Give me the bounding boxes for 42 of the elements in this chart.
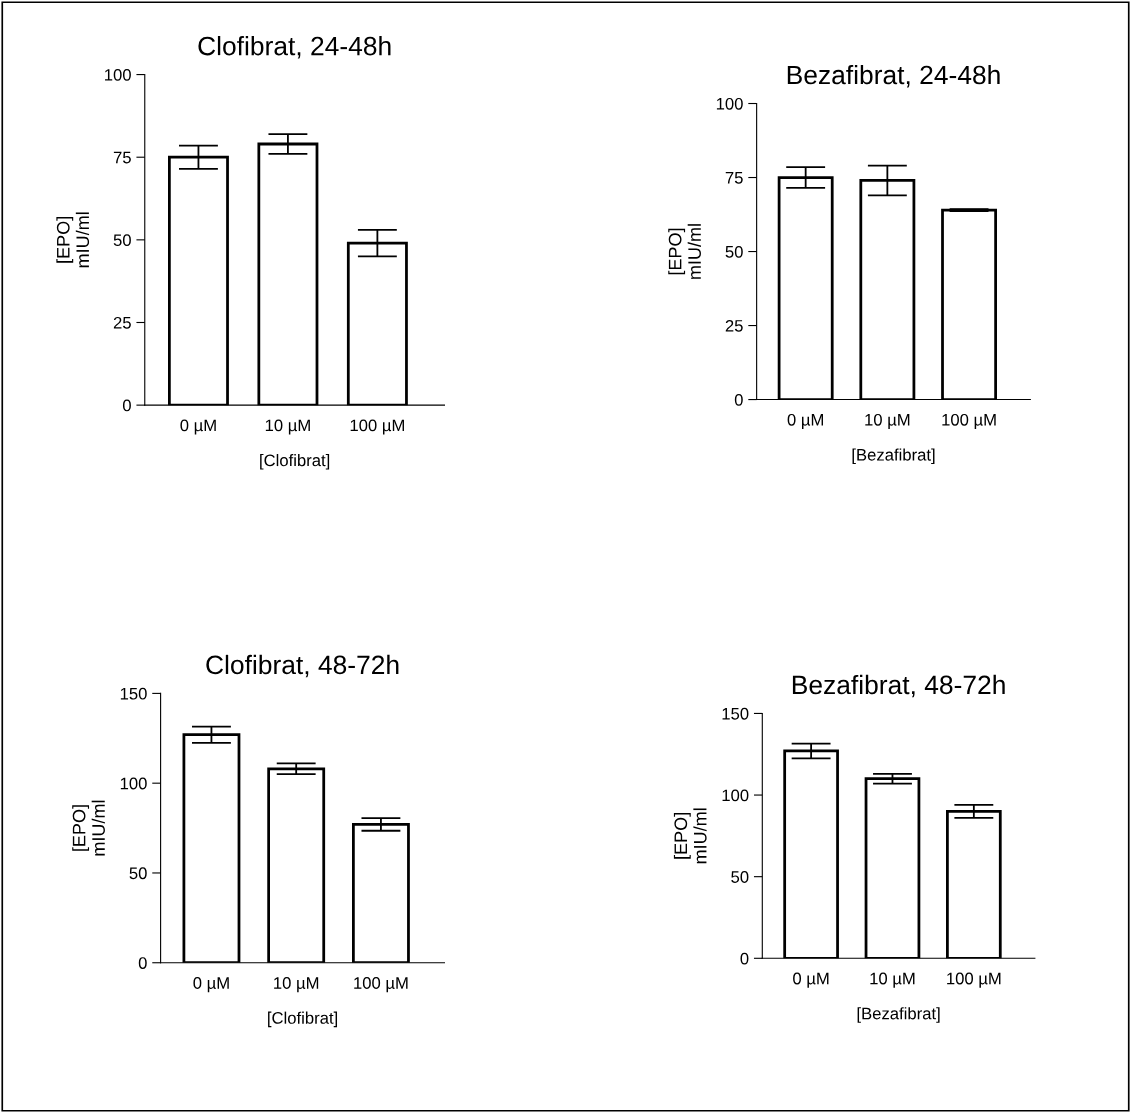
y-tick-label: 150 bbox=[120, 687, 147, 700]
y-tick-label: 50 bbox=[129, 867, 147, 880]
x-tick-label: 100 µM bbox=[947, 972, 1001, 988]
y-tick-label: 75 bbox=[725, 172, 743, 184]
y-tick-label: 25 bbox=[725, 319, 743, 332]
x-tick-label: 100 µM bbox=[350, 419, 404, 435]
x-tick-label: 10 µM bbox=[265, 419, 310, 435]
x-axis-title: [Bezafibrat] bbox=[857, 1007, 940, 1023]
y-axis-title: [EPO] mIU/ml bbox=[668, 224, 701, 279]
x-tick-label: 10 µM bbox=[865, 413, 910, 429]
y-tick-label: 0 bbox=[122, 399, 131, 412]
y-tick-label: 50 bbox=[731, 871, 749, 883]
y-tick-label: 25 bbox=[113, 316, 131, 329]
y-tick-label: 150 bbox=[722, 707, 749, 720]
x-tick-label: 10 µM bbox=[870, 972, 915, 988]
x-tick-label: 100 µM bbox=[354, 977, 408, 993]
chart-title: Clofibrat, 24-48h bbox=[198, 36, 391, 59]
y-axis-title: [EPO] mIU/ml bbox=[673, 808, 707, 864]
y-tick-label: 50 bbox=[113, 234, 131, 247]
y-tick-label: 50 bbox=[725, 245, 743, 258]
x-tick-label: 0 µM bbox=[787, 413, 823, 429]
y-tick-label: 0 bbox=[740, 952, 749, 965]
chart-title: Bezafibrat, 24-48h bbox=[787, 64, 1000, 88]
x-tick-label: 100 µM bbox=[942, 413, 996, 429]
y-tick-label: 75 bbox=[113, 151, 131, 164]
y-tick-label: 0 bbox=[138, 957, 147, 969]
y-tick-label: 100 bbox=[716, 97, 743, 110]
x-tick-label: 10 µM bbox=[274, 977, 319, 993]
y-tick-label: 0 bbox=[734, 393, 743, 406]
x-axis-title: [Bezafibrat] bbox=[852, 448, 935, 464]
y-tick-label: 100 bbox=[105, 68, 131, 81]
x-axis-title: [Clofibrat] bbox=[260, 454, 330, 470]
x-tick-label: 0 µM bbox=[193, 977, 229, 993]
y-tick-label: 100 bbox=[722, 789, 749, 802]
x-axis-title: [Clofibrat] bbox=[268, 1011, 338, 1028]
y-axis-title: [EPO] mIU/ml bbox=[72, 800, 105, 856]
x-tick-label: 0 µM bbox=[180, 419, 216, 435]
chart-title: Clofibrat, 48-72h bbox=[206, 654, 399, 678]
chart-title: Bezafibrat, 48-72h bbox=[792, 674, 1005, 698]
x-tick-label: 0 µM bbox=[793, 972, 829, 988]
y-tick-label: 100 bbox=[120, 777, 147, 790]
y-axis-title: [EPO] mIU/ml bbox=[56, 212, 90, 268]
